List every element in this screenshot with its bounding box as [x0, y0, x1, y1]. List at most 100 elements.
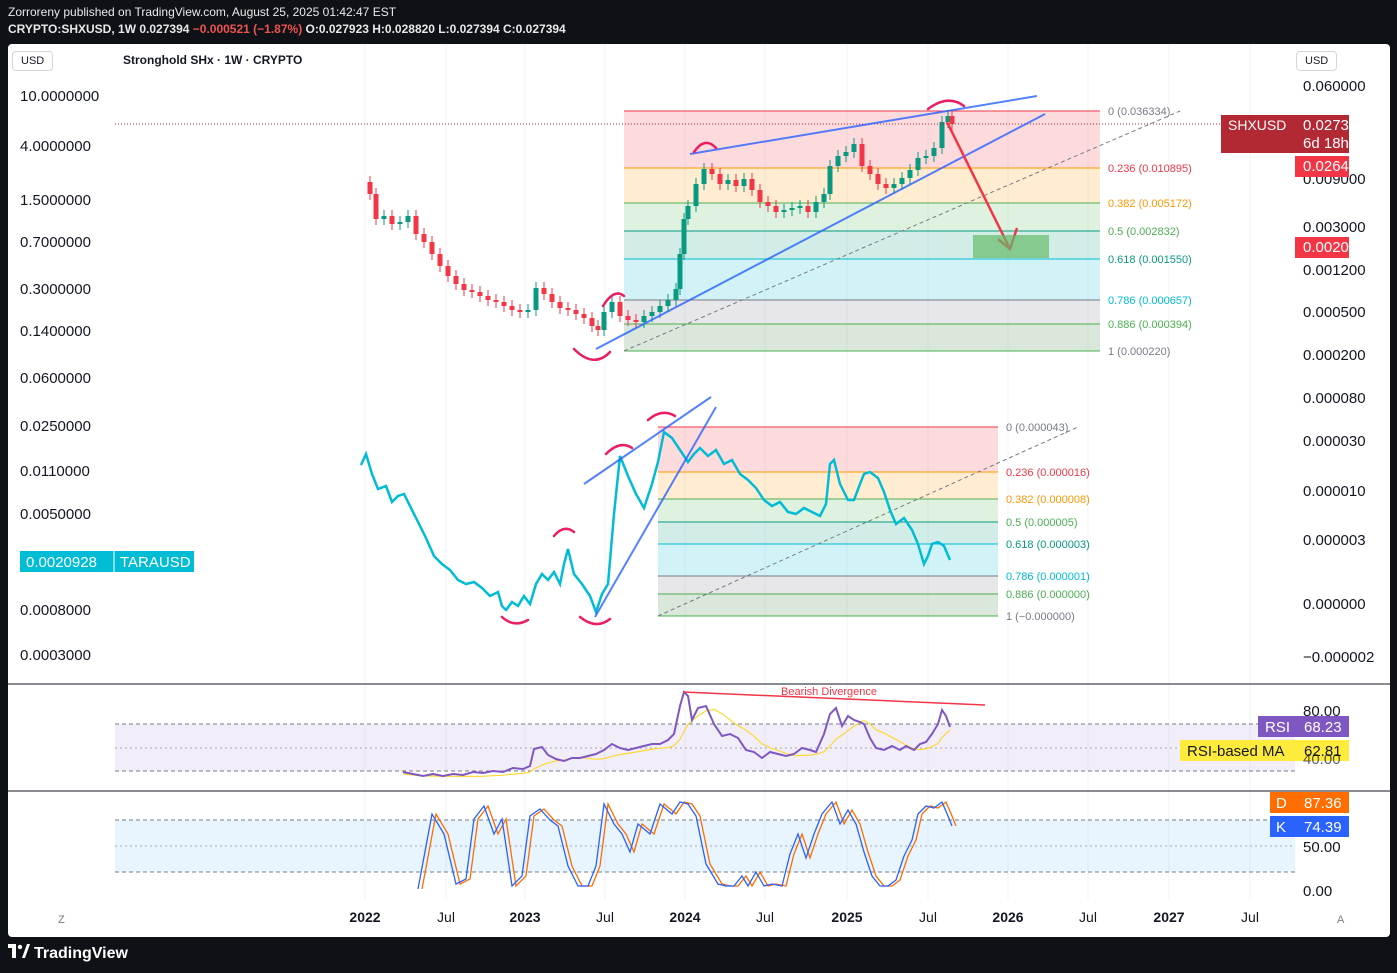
- tara-trend-line-1[interactable]: [583, 396, 712, 485]
- arc-top-2[interactable]: [692, 141, 718, 154]
- right-axis-tick: 0.000200: [1303, 347, 1366, 364]
- stoch-rsi-pane[interactable]: [115, 800, 1295, 890]
- candle-body: [541, 288, 547, 294]
- left-axis-tick: 0.0008000: [20, 602, 91, 619]
- stoch-d-tag[interactable]: D 87.36: [1270, 792, 1349, 813]
- time-tick: Jul: [437, 909, 455, 925]
- candle-body: [939, 122, 945, 148]
- divergence-line[interactable]: [682, 691, 986, 706]
- candle-body: [557, 302, 563, 308]
- arc-low-tara-2[interactable]: [578, 615, 612, 626]
- fib-level-label: 0.382 (0.000008): [1006, 494, 1090, 506]
- left-axis-tick: 1.5000000: [20, 192, 91, 209]
- tradingview-logo-text: TradingView: [34, 944, 128, 962]
- time-tick: 2027: [1153, 909, 1184, 925]
- left-currency-button[interactable]: USD: [12, 51, 54, 71]
- rsi-pane[interactable]: Bearish Divergence: [115, 686, 1295, 778]
- candle-body: [595, 326, 601, 330]
- rsi-ma-line: [402, 708, 951, 778]
- time-axis[interactable]: 2022 Jul 2023 Jul 2024 Jul 2025 Jul 2026 Jul 2027 J…: [349, 909, 1259, 925]
- tradingview-logo[interactable]: TradingView: [8, 944, 128, 963]
- candle-body: [789, 208, 795, 210]
- tarausd-tag[interactable]: 0.0020928 TARAUSD: [20, 551, 194, 572]
- left-axis-tick: 0.3000000: [20, 281, 91, 298]
- right-currency-button[interactable]: USD: [1296, 51, 1338, 71]
- right-axis-tick: 0.001200: [1303, 262, 1366, 279]
- rsi-value-tag[interactable]: RSI 68.23: [1258, 716, 1349, 737]
- candle-body: [421, 234, 427, 242]
- fib-zone: [624, 259, 1100, 300]
- fib-level-label: 0.618 (0.000003): [1006, 539, 1090, 551]
- arc-top-tara-1[interactable]: [552, 527, 576, 538]
- candle-body: [437, 254, 443, 266]
- stoch-k-tag[interactable]: K 74.39: [1270, 816, 1349, 837]
- candle-body: [923, 156, 929, 158]
- candle-body: [709, 169, 715, 174]
- candle-body: [517, 310, 523, 312]
- candle-body: [797, 206, 803, 208]
- candle-body: [641, 316, 647, 322]
- right-axis-tick: 0.000500: [1303, 304, 1366, 321]
- candle-body: [915, 158, 921, 170]
- candle-body: [381, 216, 387, 219]
- fib-level-label: 0.886 (0.000394): [1108, 319, 1192, 331]
- shxusd-price-tag[interactable]: SHXUSD 0.027394 6d 18h: [1221, 115, 1366, 153]
- fib-zone: [624, 324, 1100, 351]
- arc-top-tara-3[interactable]: [646, 411, 677, 422]
- fib-zone: [658, 544, 998, 576]
- candle-body: [733, 180, 739, 186]
- rsi-ma-tag[interactable]: RSI-based MA 62.81: [1180, 740, 1349, 761]
- candle-body: [725, 180, 731, 184]
- fib-zone: [658, 427, 998, 472]
- chart-canvas[interactable]: 0 (0.036334) 0.236 (0.010895) 0.382 (0.005…: [8, 44, 1390, 937]
- candle-body: [509, 306, 515, 310]
- target-zone[interactable]: [973, 235, 1049, 258]
- arc-top-tara-2[interactable]: [604, 443, 634, 456]
- time-tick: 2026: [992, 909, 1023, 925]
- auto-scale-button[interactable]: A: [1337, 914, 1345, 926]
- arc-low-tara-1[interactable]: [500, 615, 530, 625]
- arc-top-1[interactable]: [601, 292, 626, 308]
- fib-retracement-tara[interactable]: 0 (0.000043) 0.236 (0.000016) 0.382 (0.000…: [657, 422, 1090, 623]
- fib-level-label: 0.5 (0.000005): [1006, 517, 1078, 529]
- price-tag-target[interactable]: 0.002015: [1295, 237, 1366, 258]
- price-change: −0.000521 (−1.87%): [192, 22, 303, 36]
- candle-body: [673, 289, 679, 300]
- fib-zone: [658, 576, 998, 594]
- right-axis-tick: 0.060000: [1303, 78, 1366, 95]
- rsi-line: [402, 690, 951, 778]
- candle-body: [469, 290, 475, 292]
- wedge-upper-line[interactable]: [689, 95, 1038, 155]
- projection-arrow[interactable]: [945, 121, 1012, 250]
- stoch-k-tag-value: 74.39: [1304, 819, 1342, 836]
- fib-level-label: 0.236 (0.000016): [1006, 467, 1090, 479]
- rsi-tick-80: 80.00: [1303, 703, 1341, 720]
- candle-body: [601, 312, 607, 330]
- fib-level-label: 0.236 (0.010895): [1108, 163, 1192, 175]
- candle-body: [717, 174, 723, 184]
- left-price-axis[interactable]: 10.0000000 4.0000000 1.5000000 0.7000000 0.3…: [20, 88, 99, 664]
- wedge-lower-line[interactable]: [595, 113, 1046, 350]
- arc-low-1[interactable]: [572, 347, 612, 361]
- symbol-line: CRYPTO:SHXUSD, 1W 0.027394 −0.000521 (−1…: [8, 22, 566, 36]
- candle-body: [453, 276, 459, 284]
- chart-frame[interactable]: 0 (0.036334) 0.236 (0.010895) 0.382 (0.005…: [8, 44, 1390, 937]
- candle-body: [883, 184, 889, 188]
- candle-body: [891, 184, 897, 188]
- arc-top-3[interactable]: [926, 99, 966, 111]
- stoch-d-line: [421, 800, 957, 890]
- highlight-arcs[interactable]: [500, 99, 966, 626]
- tara-trend-line-2[interactable]: [594, 406, 717, 618]
- left-axis-tick: 10.0000000: [20, 88, 99, 105]
- price-tag-upper-line[interactable]: 0.026411: [1295, 156, 1364, 177]
- candle-body: [501, 302, 507, 306]
- candle-body: [835, 156, 841, 166]
- stoch-tick-0: 0.00: [1303, 883, 1332, 900]
- fib-retracement-main[interactable]: 0 (0.036334) 0.236 (0.010895) 0.382 (0.005…: [623, 106, 1192, 358]
- header-bar: Zorroreny published on TradingView.com, …: [0, 0, 1397, 40]
- candle-body: [461, 284, 467, 290]
- candle-body: [773, 206, 779, 212]
- trendlines[interactable]: [583, 95, 1049, 618]
- candle-body: [573, 310, 579, 314]
- z-button[interactable]: Z: [58, 914, 65, 926]
